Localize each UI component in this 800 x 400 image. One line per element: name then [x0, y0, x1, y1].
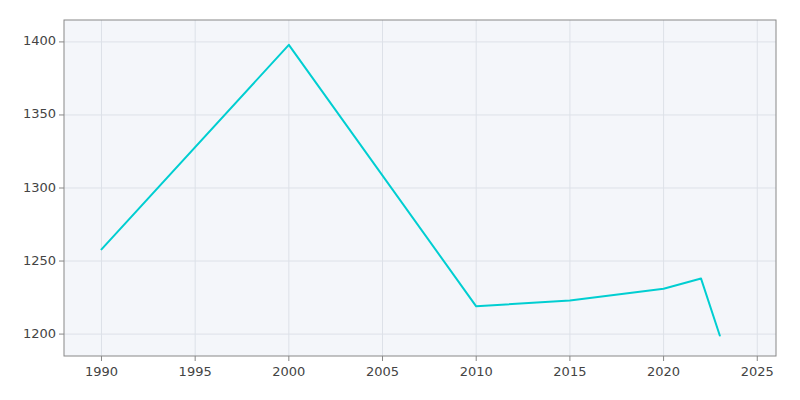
tick-x: [569, 356, 570, 361]
tick-label-y: 1400: [23, 33, 56, 48]
grid-line-y: [64, 114, 776, 115]
chart-container: 1200 1250 1300 1350 1400 1990 1995 2000 2005 2010…: [0, 0, 800, 400]
tick-label-x: 2025: [741, 364, 774, 379]
tick-y: [59, 334, 64, 335]
tick-y: [59, 114, 64, 115]
axes: 1200 1250 1300 1350 1400 1990 1995 2000 2005 2010…: [23, 33, 774, 379]
grid-line-y: [64, 334, 776, 335]
grid-line-x: [569, 20, 570, 356]
grid-line-x: [288, 20, 289, 356]
tick-y: [59, 188, 64, 189]
tick-label-y: 1200: [23, 326, 56, 341]
tick-label-y: 1250: [23, 253, 56, 268]
tick-x: [382, 356, 383, 361]
tick-label-x: 2005: [366, 364, 399, 379]
tick-label-x: 2000: [272, 364, 305, 379]
grid-line-x: [663, 20, 664, 356]
tick-y: [59, 41, 64, 42]
grid-line-x: [757, 20, 758, 356]
grid-line-y: [64, 41, 776, 42]
tick-label-x: 1990: [85, 364, 118, 379]
data-layer: [101, 45, 719, 336]
grid-line-x: [382, 20, 383, 356]
grid: [64, 20, 776, 356]
tick-x: [476, 356, 477, 361]
plot-background: [64, 20, 776, 356]
line: [101, 45, 719, 336]
tick-x: [757, 356, 758, 361]
tick-label-y: 1300: [23, 180, 56, 195]
tick-label-x: 2020: [647, 364, 680, 379]
tick-x: [288, 356, 289, 361]
tick-label-x: 2010: [460, 364, 493, 379]
grid-line-y: [64, 188, 776, 189]
tick-label-y: 1350: [23, 106, 56, 121]
grid-line-x: [101, 20, 102, 356]
tick-label-x: 1995: [179, 364, 212, 379]
plot-frame: [64, 20, 776, 356]
grid-line-x: [195, 20, 196, 356]
tick-y: [59, 261, 64, 262]
chart: 1200 1250 1300 1350 1400 1990 1995 2000 2005 2010…: [0, 0, 800, 400]
tick-x: [195, 356, 196, 361]
tick-x: [663, 356, 664, 361]
tick-label-x: 2015: [553, 364, 586, 379]
tick-x: [101, 356, 102, 361]
grid-line-y: [64, 261, 776, 262]
